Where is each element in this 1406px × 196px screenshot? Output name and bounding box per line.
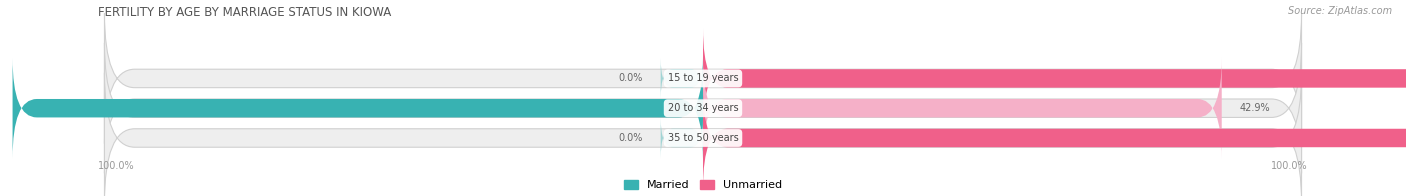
Text: 42.9%: 42.9%: [1240, 103, 1271, 113]
Text: 35 to 50 years: 35 to 50 years: [668, 133, 738, 143]
FancyBboxPatch shape: [703, 28, 1406, 129]
FancyBboxPatch shape: [104, 73, 1302, 196]
FancyBboxPatch shape: [703, 88, 1406, 188]
Legend: Married, Unmarried: Married, Unmarried: [624, 180, 782, 191]
FancyBboxPatch shape: [13, 58, 703, 159]
Text: 100.0%: 100.0%: [98, 161, 135, 171]
FancyBboxPatch shape: [661, 117, 703, 159]
FancyBboxPatch shape: [104, 43, 1302, 173]
FancyBboxPatch shape: [661, 58, 703, 99]
Text: 0.0%: 0.0%: [619, 133, 643, 143]
Text: FERTILITY BY AGE BY MARRIAGE STATUS IN KIOWA: FERTILITY BY AGE BY MARRIAGE STATUS IN K…: [98, 6, 392, 19]
FancyBboxPatch shape: [703, 58, 1222, 159]
Text: 0.0%: 0.0%: [619, 74, 643, 83]
FancyBboxPatch shape: [104, 13, 1302, 144]
Text: 20 to 34 years: 20 to 34 years: [668, 103, 738, 113]
Text: 100.0%: 100.0%: [1271, 161, 1308, 171]
Text: Source: ZipAtlas.com: Source: ZipAtlas.com: [1288, 6, 1392, 16]
Text: 15 to 19 years: 15 to 19 years: [668, 74, 738, 83]
